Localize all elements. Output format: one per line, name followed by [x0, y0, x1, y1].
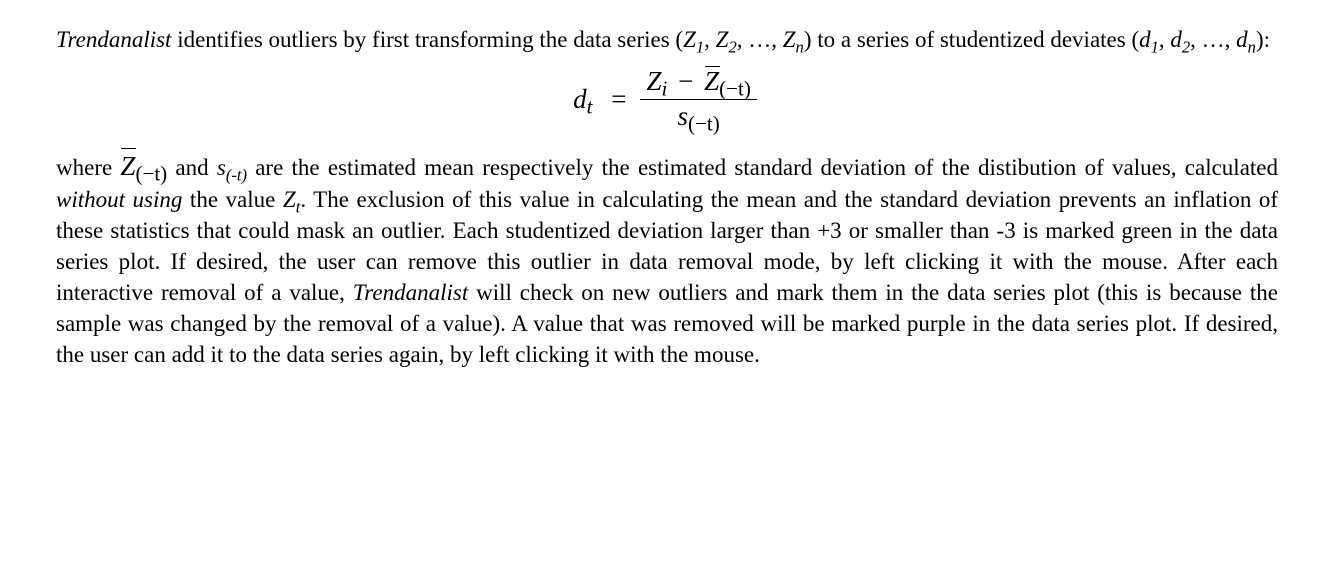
- inline-Zbar-var: Z: [120, 148, 135, 184]
- paragraph-2: where Z(−t) and s(-t) are the estimated …: [56, 148, 1278, 371]
- comma-d1: ,: [1159, 27, 1171, 52]
- var-Z2: Z: [716, 27, 729, 52]
- eq-num-Zbar: Z: [704, 65, 719, 99]
- sub-d2: 2: [1182, 38, 1190, 57]
- series-Z: Z1, Z2, …, Zn: [683, 27, 804, 52]
- paragraph-1: Trendanalist identifies outliers by firs…: [56, 24, 1278, 55]
- eq-denominator: s(−t): [640, 100, 756, 134]
- sub-Zn: n: [796, 38, 804, 57]
- ellipsis-d: , …,: [1190, 27, 1236, 52]
- var-Z1: Z: [683, 27, 696, 52]
- var-d1: d: [1139, 27, 1151, 52]
- inline-s-var: s: [217, 155, 226, 180]
- sub-Z2: 2: [728, 38, 736, 57]
- inline-s: s(-t): [217, 155, 247, 180]
- p2-italic-phrase: without using: [56, 187, 182, 212]
- inline-Zt-var: Z: [283, 187, 296, 212]
- p2-t1: where: [56, 155, 120, 180]
- para1-text-c: ):: [1256, 27, 1270, 52]
- para1-text-b: ) to a series of studentized deviates (: [804, 27, 1139, 52]
- comma1: ,: [704, 27, 716, 52]
- var-Zn: Z: [783, 27, 796, 52]
- var-dn: d: [1236, 27, 1248, 52]
- var-d2: d: [1170, 27, 1182, 52]
- sub-d1: 1: [1151, 38, 1159, 57]
- eq-num-Z: Z: [646, 66, 661, 96]
- app-name: Trendanalist: [56, 27, 171, 52]
- p2-t4: the value: [182, 187, 283, 212]
- eq-minus: −: [678, 66, 693, 96]
- p2-t2: and: [167, 155, 217, 180]
- eq-lhs-sub: t: [587, 94, 593, 118]
- eq-lhs: dt: [573, 84, 599, 114]
- sub-Z1: 1: [696, 38, 704, 57]
- eq-lhs-var: d: [573, 84, 587, 114]
- ellipsis-Z: , …,: [737, 27, 783, 52]
- inline-Zbar-sub: (−t): [135, 161, 167, 185]
- eq-numerator: Zi − Z(−t): [640, 65, 756, 100]
- inline-Zbar: Z(−t): [120, 151, 167, 181]
- inline-Zt: Zt: [283, 187, 300, 212]
- eq-num-Zi-sub: i: [662, 76, 668, 100]
- document-page: Trendanalist identifies outliers by firs…: [0, 0, 1334, 400]
- eq-equals: =: [611, 84, 626, 114]
- equation-block: dt = Zi − Z(−t) s(−t): [56, 65, 1278, 134]
- inline-s-sub: (-t): [226, 165, 247, 184]
- eq-den-s: s: [678, 101, 689, 131]
- p2-app-name: Trendanalist: [353, 280, 468, 305]
- para1-text-a: identifies outliers by first transformin…: [171, 27, 683, 52]
- p2-t3: are the estimated mean respectively the …: [247, 155, 1278, 180]
- series-d: d1, d2, …, dn: [1139, 27, 1256, 52]
- sub-dn: n: [1248, 38, 1256, 57]
- eq-num-Zbar-sub: (−t): [719, 76, 751, 100]
- eq-den-s-sub: (−t): [688, 111, 720, 135]
- eq-fraction: Zi − Z(−t) s(−t): [640, 65, 756, 134]
